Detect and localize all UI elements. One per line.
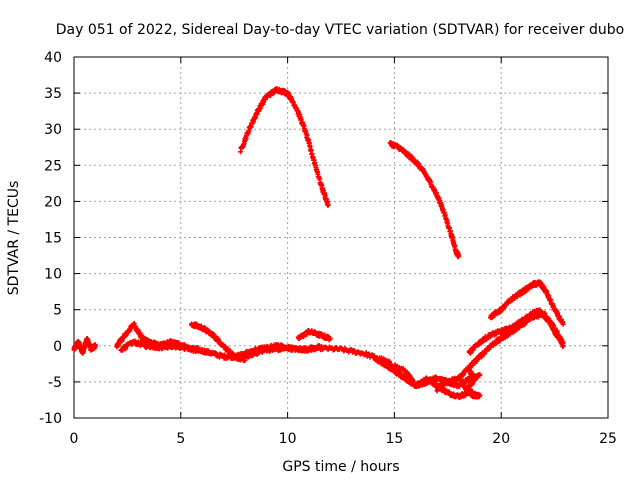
y-tick-label: 35 (44, 86, 62, 102)
y-tick-label: 5 (53, 303, 62, 319)
y-axis-label: SDTVAR / TECUs (6, 181, 22, 296)
x-tick-label: 15 (385, 431, 403, 447)
x-tick-label: 25 (599, 431, 617, 447)
y-tick-label: 25 (44, 158, 62, 174)
y-tick-label: 40 (44, 50, 62, 66)
series-arc-8 (387, 140, 461, 260)
x-tick-label: 0 (70, 431, 79, 447)
series-arc-7 (238, 85, 331, 208)
series-arc-11 (466, 307, 566, 356)
chart-title: Day 051 of 2022, Sidereal Day-to-day VTE… (56, 22, 624, 38)
x-tick-label: 10 (279, 431, 297, 447)
data-point (92, 343, 98, 349)
data-point (560, 339, 566, 345)
x-tick-label: 5 (176, 431, 185, 447)
x-tick-label: 20 (492, 431, 510, 447)
series-arc-6 (295, 327, 333, 343)
y-tick-label: -5 (48, 375, 62, 391)
y-tick-label: 10 (44, 267, 62, 283)
data-point (477, 372, 483, 378)
ticks (73, 56, 609, 419)
y-tick-label: 15 (44, 231, 62, 247)
y-tick-label: -10 (39, 411, 62, 427)
data-marks (71, 85, 566, 401)
data-point (560, 321, 566, 327)
x-axis-label: GPS time / hours (282, 459, 399, 475)
tick-labels: 0 5 10 15 20 25 -10 -5 0 5 10 15 20 25 30 35 40 (39, 50, 617, 447)
data-point (325, 202, 331, 208)
data-point (327, 336, 333, 342)
data-point (317, 344, 323, 350)
data-point (455, 253, 461, 259)
series-arc-12 (488, 279, 566, 327)
grid (74, 57, 608, 418)
series-arc-1 (71, 335, 98, 356)
series-arc-5 (242, 343, 323, 360)
y-tick-label: 0 (53, 339, 62, 355)
y-tick-label: 20 (44, 194, 62, 210)
series-arc-13 (460, 367, 483, 400)
y-tick-label: 30 (44, 122, 62, 138)
data-point (466, 368, 472, 374)
